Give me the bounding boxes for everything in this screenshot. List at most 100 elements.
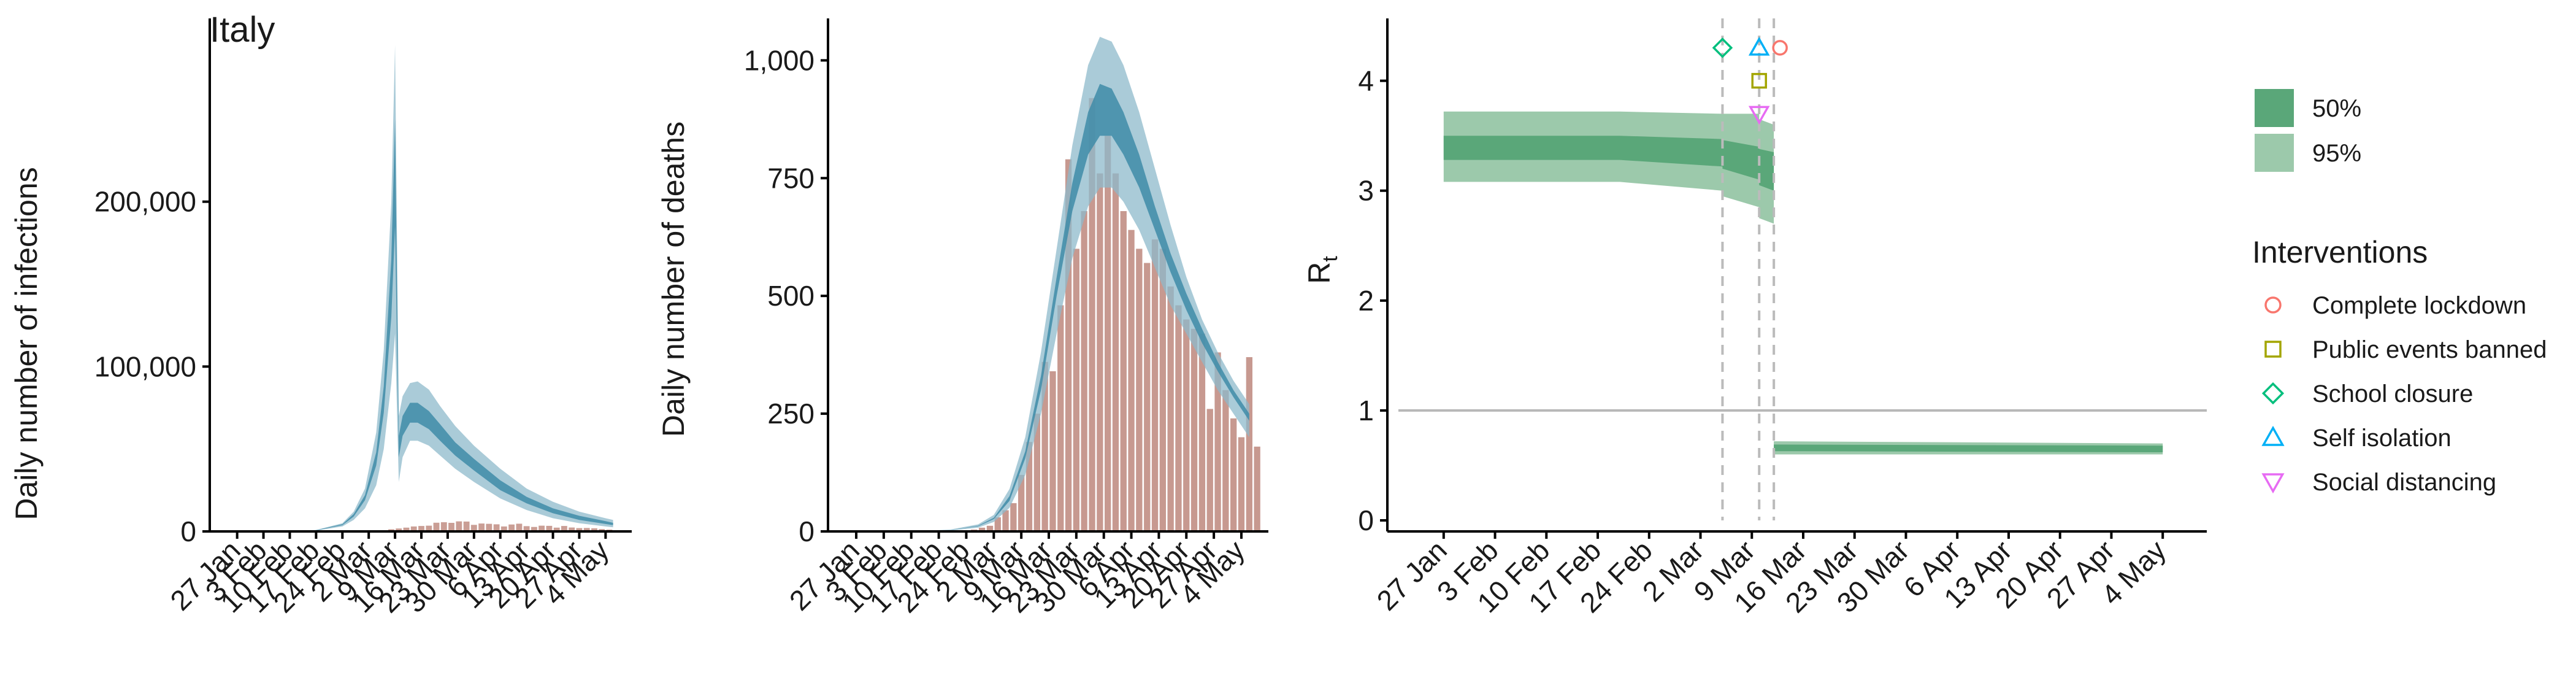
infections-observed-bar (440, 522, 447, 531)
deaths-observed-bar (1151, 239, 1159, 531)
infections-observed-bar (516, 523, 523, 531)
deaths-observed-bar (1246, 357, 1252, 531)
infections-observed-bar (493, 524, 500, 531)
deaths-observed-bar (1183, 319, 1190, 531)
deaths-observed-bar (1057, 305, 1064, 531)
intervention-date-lines (1721, 18, 1776, 520)
y-tick-label: 3 (1358, 175, 1374, 207)
y-tick-label: 0 (1358, 504, 1374, 536)
rt-bands (1443, 111, 2163, 455)
legend: 50% 95% Interventions Complete lockdown P… (2252, 89, 2547, 496)
deaths-observed-bar (1238, 437, 1245, 531)
infections-bands (259, 45, 613, 532)
y-tick-label: 0 (799, 515, 815, 547)
legend-intervention-label: Public events banned (2312, 336, 2547, 363)
legend-marker-triangle-up (2261, 425, 2285, 446)
legend-label-95: 95% (2312, 140, 2361, 167)
infections-observed-bar (591, 528, 597, 531)
y-tick-label: 250 (767, 398, 815, 430)
deaths-observed-bar (1049, 371, 1056, 531)
y-tick-label: 4 (1358, 65, 1374, 97)
deaths-observed-bar (1120, 211, 1127, 531)
deaths-observed-bar (1105, 136, 1111, 531)
infections-observed-bar (433, 522, 440, 531)
infections-observed-bar (396, 528, 402, 531)
rt-y-axis-label-main: R (1302, 262, 1336, 284)
deaths-band-95 (837, 37, 1249, 531)
intervention-marker-diamond (1712, 37, 1733, 58)
infections-observed-bar (569, 527, 575, 531)
infections-observed-bar (531, 527, 537, 531)
deaths-bars (971, 98, 1260, 532)
legend-swatch-50 (2255, 89, 2294, 127)
deaths-observed-bar (994, 517, 1001, 531)
deaths-observed-bar (1159, 249, 1166, 531)
y-tick-label: 2 (1358, 285, 1374, 317)
legend-marker-square (2264, 341, 2282, 358)
deaths-observed-bar (1128, 230, 1135, 531)
deaths-observed-bar (1033, 414, 1040, 531)
deaths-bands (837, 37, 1249, 532)
y-tick-label: 100,000 (94, 350, 196, 382)
deaths-observed-bar (1254, 446, 1260, 531)
infections-observed-bar (448, 523, 454, 531)
infections-observed-bar (539, 525, 545, 531)
deaths-observed-bar (1018, 474, 1025, 531)
infections-observed-bar (470, 525, 477, 531)
deaths-band-50 (837, 83, 1249, 532)
infections-observed-bar (478, 523, 485, 531)
infections-band-50 (259, 119, 613, 532)
legend-marker-diamond (2261, 382, 2285, 405)
deaths-observed-bar (1002, 510, 1009, 531)
legend-intervention-label: Social distancing (2312, 469, 2496, 496)
deaths-observed-bar (1144, 263, 1151, 531)
deaths-observed-bar (1198, 333, 1206, 531)
intervention-marker-circle (1772, 40, 1788, 56)
deaths-observed-bar (1010, 503, 1017, 531)
legend-intervention-label: Self isolation (2312, 425, 2451, 452)
deaths-observed-bar (1136, 249, 1143, 531)
deaths-observed-bar (1041, 361, 1048, 531)
deaths-y-axis-label: Daily number of deaths (656, 122, 691, 437)
infections-observed-bar (410, 526, 417, 531)
deaths-observed-bar (1167, 286, 1174, 531)
y-tick-label: 200,000 (94, 186, 196, 218)
infections-bars (332, 521, 613, 531)
infections-observed-bar (500, 526, 507, 531)
infections-band-95 (259, 45, 613, 531)
infections-observed-bar (426, 525, 432, 531)
intervention-marker-square (1751, 72, 1767, 89)
deaths-observed-bar (1097, 173, 1103, 532)
rt-y-axis-label: Rt (1302, 256, 1342, 284)
infections-observed-bar (463, 521, 470, 531)
legend-swatch-95 (2255, 134, 2294, 172)
y-tick-label: 500 (767, 280, 815, 312)
legend-label-50: 50% (2312, 95, 2361, 122)
legend-interventions: Complete lockdown Public events banned Sch… (2261, 292, 2547, 496)
deaths-observed-bar (1214, 352, 1221, 531)
infections-observed-bar (456, 521, 462, 531)
deaths-observed-bar (1175, 305, 1182, 531)
deaths-observed-bar (1206, 409, 1213, 531)
deaths-observed-bar (986, 525, 994, 531)
infections-observed-bar (508, 524, 515, 531)
y-tick-label: 750 (767, 162, 815, 194)
legend-interventions-title: Interventions (2252, 235, 2428, 269)
infections-observed-bar (486, 523, 493, 531)
infections-observed-bar (523, 526, 530, 531)
legend-intervention-label: Complete lockdown (2312, 292, 2526, 319)
intervention-marker-triangle-up (1748, 37, 1770, 56)
deaths-observed-bar (1190, 328, 1198, 531)
infections-observed-bar (546, 525, 553, 531)
rt-y-axis-label-subscript: t (1319, 256, 1342, 262)
y-tick-label: 0 (180, 515, 196, 547)
rt-band-95 (1443, 111, 2163, 455)
legend-marker-triangle-down (2261, 473, 2285, 494)
infections-observed-bar (561, 526, 567, 531)
infections-observed-bar (553, 527, 560, 531)
